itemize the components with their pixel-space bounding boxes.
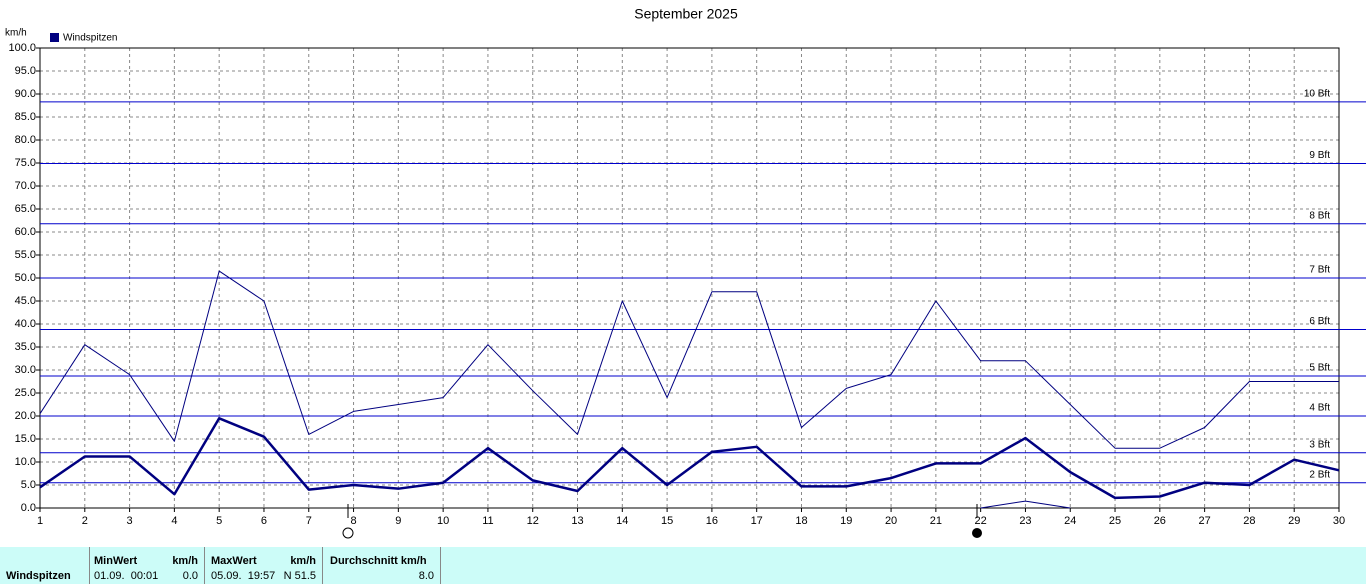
x-tick-label: 18: [795, 515, 807, 527]
x-tick-label: 24: [1064, 515, 1076, 527]
value: N 51.5: [283, 570, 316, 582]
x-tick-label: 25: [1109, 515, 1121, 527]
reference-label: 9 Bft: [1309, 150, 1330, 161]
y-axis-label: km/h: [5, 28, 27, 39]
y-tick-label: 75.0: [15, 157, 36, 169]
reference-label: 8 Bft: [1309, 210, 1330, 221]
reference-label: 3 Bft: [1309, 439, 1330, 450]
x-tick-label: 16: [706, 515, 718, 527]
y-tick-label: 60.0: [15, 226, 36, 238]
x-tick-label: 11: [482, 515, 493, 527]
legend-label: Windspitzen: [63, 33, 117, 44]
unit: km/h: [172, 555, 198, 567]
reference-label: 6 Bft: [1309, 316, 1330, 327]
x-tick-label: 1: [37, 515, 43, 527]
y-tick-label: 30.0: [15, 364, 36, 376]
x-tick-label: 22: [975, 515, 987, 527]
y-tick-label: 5.0: [21, 479, 36, 491]
series-line: [39, 270, 1339, 449]
y-tick-label: 15.0: [15, 433, 36, 445]
y-tick-label: 90.0: [15, 88, 36, 100]
x-tick-label: 3: [127, 515, 133, 527]
row-label: Windspitzen: [6, 570, 71, 582]
x-tick-label: 10: [437, 515, 449, 527]
full-moon-icon: [342, 527, 354, 539]
y-tick-label: 10.0: [15, 456, 36, 468]
y-tick-label: 55.0: [15, 249, 36, 261]
reference-label: 5 Bft: [1309, 363, 1330, 374]
series-line: [39, 417, 1340, 500]
x-tick-label: 7: [306, 515, 312, 527]
x-tick-label: 19: [840, 515, 852, 527]
y-tick-label: 45.0: [15, 295, 36, 307]
y-tick-label: 100.0: [8, 42, 36, 54]
x-tick-label: 5: [216, 515, 222, 527]
x-tick-label: 20: [885, 515, 897, 527]
chart: September 2025 km/h 0.05.010.015.020.025…: [5, 6, 1366, 539]
reference-label: 2 Bft: [1309, 469, 1330, 480]
header: MaxWert: [211, 555, 257, 567]
x-tick-label: 4: [171, 515, 177, 527]
new-moon-icon: [972, 528, 982, 538]
y-tick-label: 65.0: [15, 203, 36, 215]
series-line: [980, 500, 1071, 509]
time: 05.09. 19:57: [211, 570, 276, 582]
value: 8.0: [418, 570, 434, 582]
unit: km/h: [290, 555, 316, 567]
x-tick-label: 9: [395, 515, 401, 527]
y-tick-label: 40.0: [15, 318, 36, 330]
x-tick-label: 26: [1154, 515, 1166, 527]
y-tick-label: 85.0: [15, 111, 36, 123]
x-tick-label: 29: [1288, 515, 1300, 527]
y-tick-label: 70.0: [15, 180, 36, 192]
x-tick-label: 21: [930, 515, 942, 527]
header: Durchschnitt km/h: [330, 555, 427, 567]
y-tick-label: 35.0: [15, 341, 36, 353]
x-tick-label: 28: [1243, 515, 1255, 527]
x-tick-label: 27: [1198, 515, 1210, 527]
reference-label: 7 Bft: [1309, 265, 1330, 276]
x-tick-label: 14: [616, 515, 628, 527]
y-tick-label: 95.0: [15, 65, 36, 77]
y-tick-label: 25.0: [15, 387, 36, 399]
x-tick-label: 17: [751, 515, 763, 527]
header: MinWert: [94, 555, 138, 567]
reference-label: 10 Bft: [1304, 88, 1330, 99]
x-tick-label: 2: [82, 515, 88, 527]
x-tick-label: 23: [1019, 515, 1031, 527]
y-tick-label: 0.0: [21, 502, 36, 514]
chart-title: September 2025: [634, 6, 738, 22]
time: 01.09. 00:01: [94, 570, 159, 582]
x-tick-label: 12: [527, 515, 539, 527]
y-tick-label: 50.0: [15, 272, 36, 284]
x-tick-label: 6: [261, 515, 267, 527]
x-tick-label: 13: [571, 515, 583, 527]
value: 0.0: [182, 570, 198, 582]
reference-label: 4 Bft: [1309, 403, 1330, 414]
y-tick-label: 20.0: [15, 410, 36, 422]
x-tick-label: 30: [1333, 515, 1345, 527]
legend-swatch: [50, 33, 59, 42]
x-tick-label: 15: [661, 515, 673, 527]
y-tick-label: 80.0: [15, 134, 36, 146]
stats-table: Windspitzen MinWert km/h 01.09. 00:01 0.…: [0, 547, 1366, 584]
x-tick-label: 8: [350, 515, 356, 527]
